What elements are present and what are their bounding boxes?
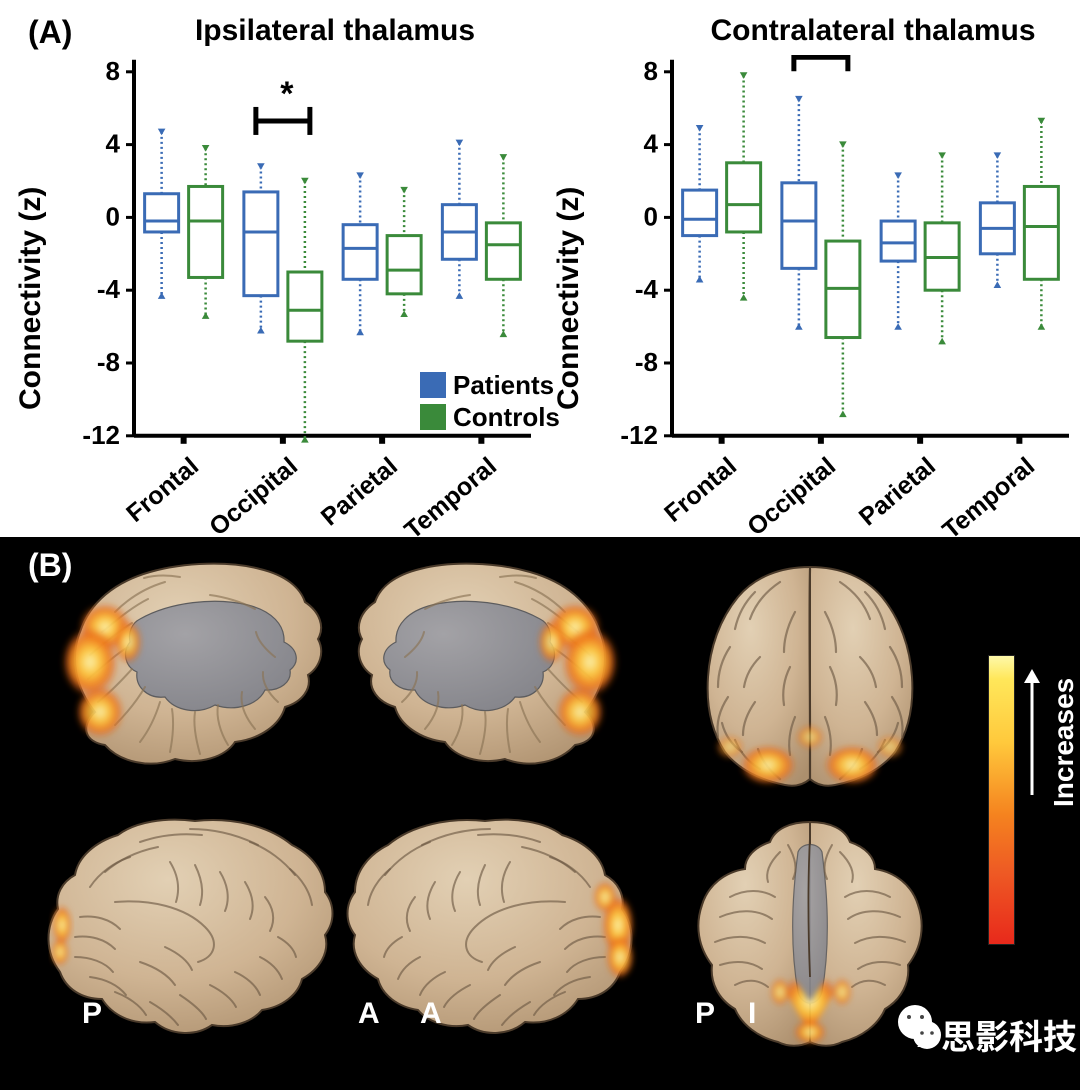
svg-text:4: 4 bbox=[106, 129, 121, 159]
svg-text:*: * bbox=[280, 75, 294, 113]
svg-text:8: 8 bbox=[644, 56, 658, 86]
svg-text:-8: -8 bbox=[635, 347, 658, 377]
svg-text:-4: -4 bbox=[97, 274, 121, 304]
svg-text:4: 4 bbox=[644, 129, 659, 159]
svg-text:0: 0 bbox=[644, 201, 658, 231]
svg-text:-12: -12 bbox=[82, 420, 120, 450]
svg-text:0: 0 bbox=[106, 201, 120, 231]
svg-text:-4: -4 bbox=[635, 274, 659, 304]
svg-text:8: 8 bbox=[106, 56, 120, 86]
svg-text:-12: -12 bbox=[620, 420, 658, 450]
svg-text:-8: -8 bbox=[97, 347, 120, 377]
